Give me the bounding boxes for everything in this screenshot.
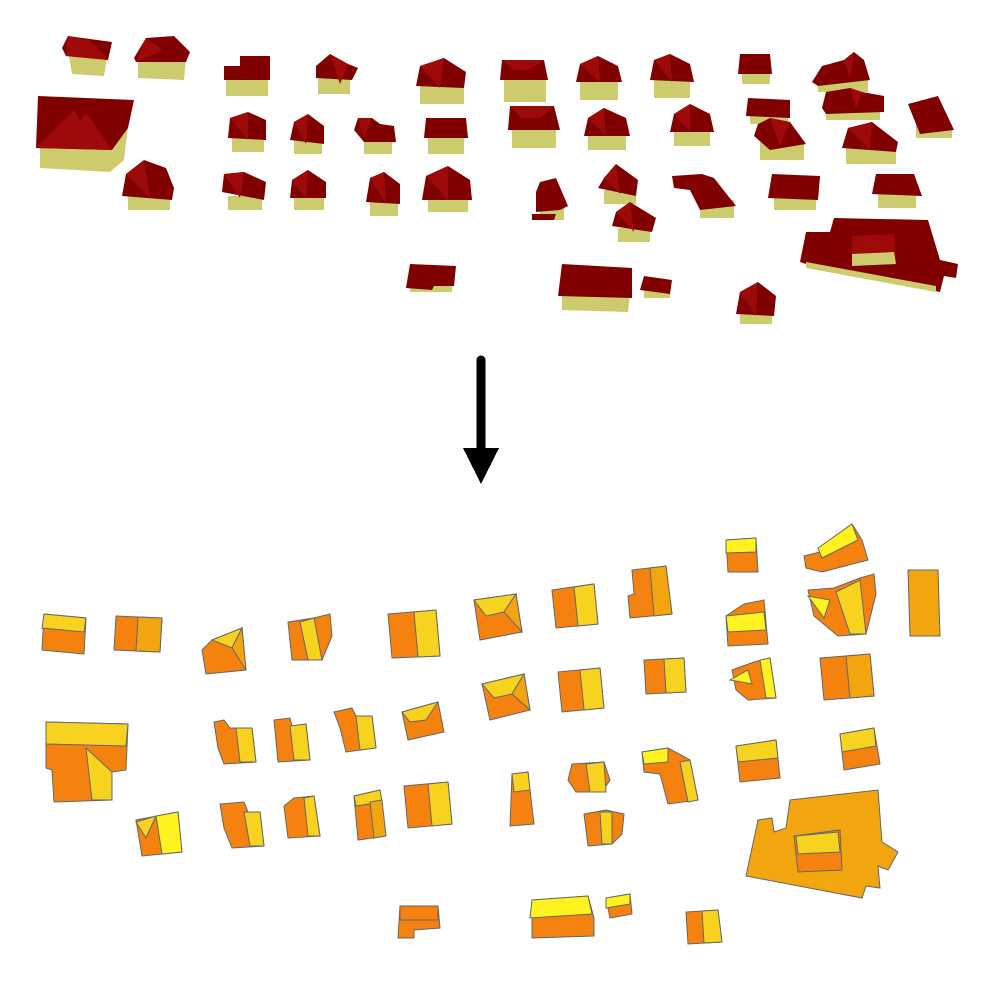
building-3d <box>224 56 270 96</box>
building-3d <box>822 88 884 120</box>
footprint <box>353 789 387 841</box>
footprint <box>529 895 595 939</box>
building-3d <box>650 54 694 98</box>
building-3d <box>406 264 456 292</box>
footprint <box>907 569 941 637</box>
down-arrow-icon <box>463 355 499 484</box>
scene-3d <box>36 36 958 324</box>
footprint <box>685 909 723 945</box>
footprint <box>113 615 163 653</box>
building-3d <box>62 36 112 76</box>
building-3d <box>612 202 656 242</box>
footprint <box>806 573 877 637</box>
footprint <box>641 747 699 805</box>
footprint <box>735 739 781 783</box>
building-3d <box>316 54 358 94</box>
footprint <box>135 811 183 857</box>
footprint <box>725 599 769 647</box>
footprint <box>627 565 673 619</box>
footprint <box>45 721 129 803</box>
building-3d <box>354 118 396 154</box>
building-3d <box>598 164 638 204</box>
footprint <box>643 657 687 695</box>
building-3d <box>290 114 324 154</box>
footprint <box>403 781 453 829</box>
building-3d <box>736 282 776 324</box>
footprint <box>557 667 605 713</box>
footprint <box>509 771 535 827</box>
building-3d <box>800 218 958 292</box>
building-3d <box>842 122 898 164</box>
footprint <box>333 707 377 753</box>
building-3d <box>222 172 266 210</box>
footprint <box>273 717 311 763</box>
footprint <box>287 613 333 661</box>
building-3d <box>36 96 134 172</box>
building-3d <box>738 54 772 84</box>
building-3d <box>122 160 174 210</box>
footprint <box>583 809 625 847</box>
building-3d <box>558 264 632 312</box>
footprint <box>283 795 321 839</box>
footprint <box>567 761 611 793</box>
footprint <box>745 789 899 899</box>
footprint <box>481 672 531 721</box>
footprint <box>803 523 869 573</box>
footprint <box>728 657 777 701</box>
footprint <box>473 592 523 641</box>
building-3d <box>672 174 736 218</box>
footprint <box>397 905 441 939</box>
plan-2d <box>41 523 941 945</box>
footprint <box>213 719 257 765</box>
building-3d <box>908 96 954 138</box>
building-3d <box>812 52 870 92</box>
footprint <box>201 626 247 675</box>
building-3d <box>424 118 468 154</box>
footprint <box>819 653 875 701</box>
building-3d <box>134 36 190 80</box>
building-3d <box>532 178 568 220</box>
building-3d <box>422 166 472 212</box>
building-3d <box>228 112 266 152</box>
building-3d <box>576 56 622 100</box>
footprint <box>41 613 87 655</box>
building-3d <box>584 108 630 150</box>
footprint <box>551 583 599 629</box>
footprint <box>839 727 881 771</box>
building-3d <box>754 118 806 160</box>
footprint <box>605 893 633 919</box>
building-3d <box>670 104 714 146</box>
building-3d <box>640 276 672 298</box>
building-3d <box>872 174 922 208</box>
building-3d <box>366 172 400 216</box>
building-3d <box>416 58 466 104</box>
footprint <box>219 801 265 849</box>
building-3d <box>508 106 560 148</box>
footprint <box>725 537 759 573</box>
footprint <box>387 609 441 659</box>
building-3d <box>290 170 326 210</box>
building-3d <box>500 60 548 102</box>
footprint <box>401 701 445 741</box>
building-3d <box>768 174 820 210</box>
